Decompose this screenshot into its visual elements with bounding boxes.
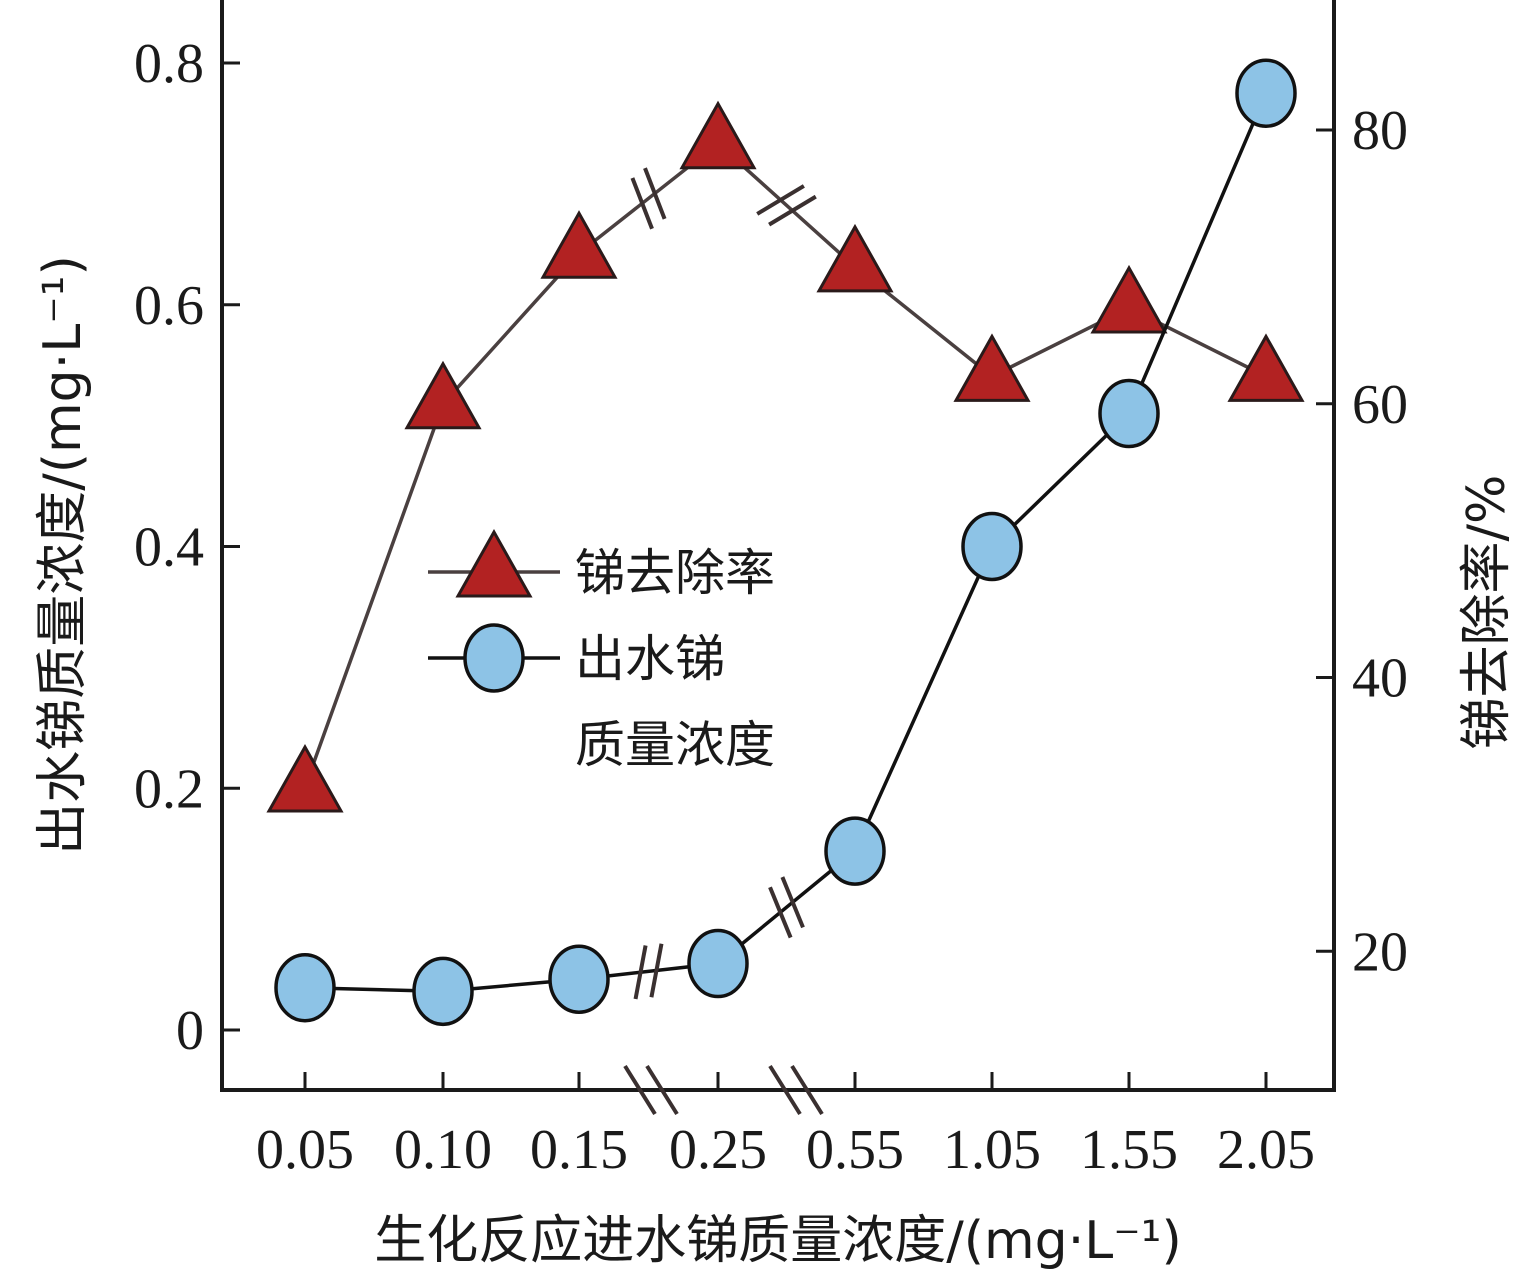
data-point-triangle bbox=[1090, 264, 1168, 334]
left-tick-label: 0.4 bbox=[134, 517, 204, 579]
data-point-circle bbox=[1235, 58, 1297, 128]
data-point-circle bbox=[274, 952, 336, 1023]
data-point-circle bbox=[548, 944, 610, 1014]
right-tick-label: 20 bbox=[1352, 921, 1408, 983]
series-removal-rate bbox=[266, 100, 1305, 813]
x-axis-title: 生化反应进水锑质量浓度/(mg·L⁻¹) bbox=[374, 1211, 1182, 1271]
left-axis-title: 出水锑质量浓度/(mg·L⁻¹) bbox=[33, 255, 93, 855]
series-line bbox=[304, 92, 1268, 994]
x-tick-label: 0.55 bbox=[806, 1119, 904, 1181]
left-tick-label: 0 bbox=[176, 1000, 204, 1062]
legend-label-concentration-line1: 出水锑 bbox=[575, 630, 725, 688]
series-break-mark bbox=[643, 167, 667, 220]
x-tick-label: 1.05 bbox=[943, 1119, 1041, 1181]
x-tick-label: 1.55 bbox=[1080, 1119, 1178, 1181]
series-break-mark bbox=[780, 876, 805, 929]
series-break-mark bbox=[633, 945, 648, 1000]
x-axis-break-mark bbox=[623, 1064, 657, 1116]
legend-marker-triangle bbox=[455, 528, 533, 598]
series-line bbox=[303, 141, 1267, 788]
right-tick-label: 60 bbox=[1352, 374, 1408, 436]
axis-breaks bbox=[623, 1064, 824, 1116]
series-break-mark bbox=[768, 886, 793, 939]
axes: 0 0.2 0.4 0.6 0.8 20 40 60 80 0.05 0.10 0.15 0.25 0.5… bbox=[134, 0, 1408, 1181]
series-break-mark bbox=[649, 943, 664, 998]
data-point-circle bbox=[824, 816, 886, 886]
left-tick-label: 0.2 bbox=[134, 758, 204, 820]
data-point-triangle bbox=[540, 210, 618, 279]
x-tick-label: 0.10 bbox=[394, 1119, 492, 1181]
right-tick-label: 80 bbox=[1352, 100, 1408, 162]
data-point-triangle bbox=[816, 223, 894, 293]
x-axis-break-mark bbox=[645, 1064, 679, 1116]
legend-label-concentration-line2: 质量浓度 bbox=[575, 716, 775, 774]
series-layer bbox=[266, 58, 1305, 1027]
x-axis-break-mark bbox=[790, 1064, 824, 1116]
legend-label-removal-rate: 锑去除率 bbox=[575, 544, 775, 602]
x-tick-label: 0.25 bbox=[669, 1119, 767, 1181]
series-break-mark bbox=[756, 184, 805, 216]
data-point-triangle bbox=[404, 360, 482, 430]
data-point-circle bbox=[687, 928, 749, 999]
legend-marker-circle bbox=[463, 623, 525, 693]
data-point-triangle bbox=[679, 100, 757, 170]
x-axis-break-mark bbox=[768, 1064, 802, 1116]
right-axis-title: 锑去除率/% bbox=[1457, 475, 1517, 750]
data-point-circle bbox=[961, 511, 1023, 582]
series-effluent-concentration bbox=[274, 58, 1297, 1027]
series-break-mark bbox=[630, 177, 654, 230]
data-point-circle bbox=[1098, 378, 1160, 449]
x-tick-label: 0.15 bbox=[530, 1119, 628, 1181]
axis-titles: 生化反应进水锑质量浓度/(mg·L⁻¹) 出水锑质量浓度/(mg·L⁻¹) 锑去除率… bbox=[33, 255, 1517, 1271]
series-break-mark bbox=[768, 194, 817, 227]
data-point-triangle bbox=[1227, 333, 1305, 402]
data-point-triangle bbox=[266, 743, 344, 813]
data-point-triangle bbox=[953, 333, 1031, 402]
left-tick-label: 0.6 bbox=[134, 275, 204, 337]
right-tick-label: 40 bbox=[1352, 648, 1408, 710]
data-point-circle bbox=[412, 956, 474, 1027]
left-tick-label: 0.8 bbox=[134, 33, 204, 95]
x-tick-label: 0.05 bbox=[256, 1119, 354, 1181]
x-tick-label: 2.05 bbox=[1217, 1119, 1315, 1181]
